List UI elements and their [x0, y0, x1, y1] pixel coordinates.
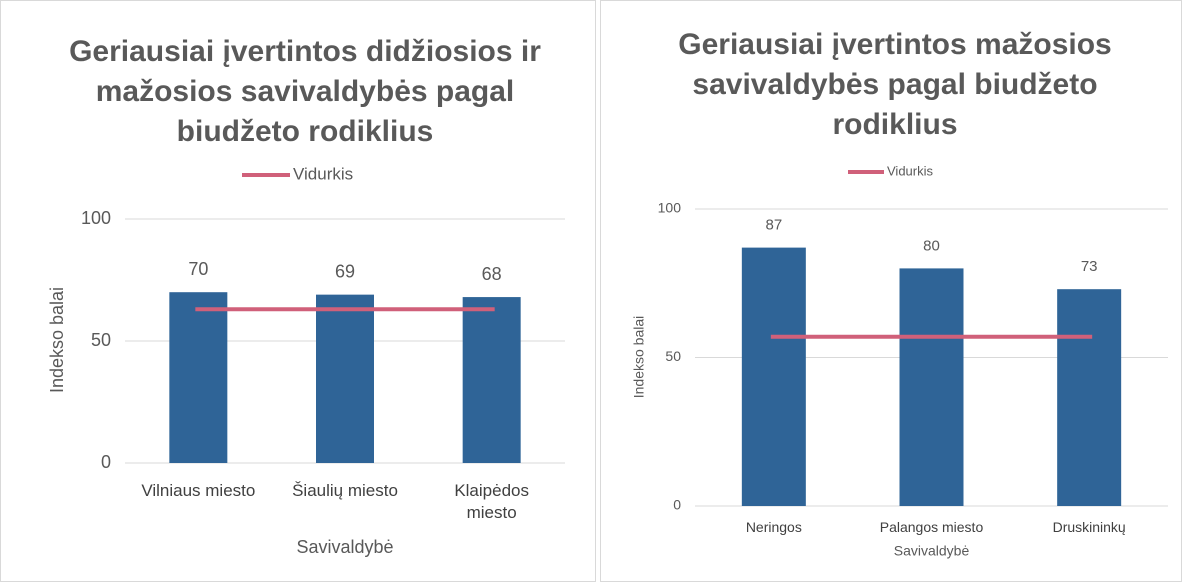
y-axis-label: Indekso balai [631, 316, 647, 399]
bar [316, 294, 374, 463]
x-tick-label: Šiaulių miesto [292, 481, 398, 500]
x-tick-label: Neringos [745, 519, 802, 535]
bar [462, 297, 521, 463]
x-axis-label: Savivaldybė [894, 543, 970, 559]
x-tick-label: Vilniaus miesto [141, 481, 256, 500]
value-label: 70 [188, 259, 208, 279]
legend-label: Vidurkis [293, 164, 353, 183]
y-tick-label: 100 [658, 200, 682, 216]
value-label: 87 [765, 217, 782, 234]
chart-title: Geriausiai įvertintos mažosios savivaldy… [678, 28, 1112, 141]
x-axis-label: Savivaldybė [296, 537, 393, 557]
y-tick-label: 0 [101, 452, 111, 472]
bar [1057, 289, 1122, 506]
y-tick-label: 50 [91, 330, 111, 350]
bar [169, 292, 228, 463]
bar [741, 247, 806, 507]
x-tick-label: Palangos miesto [879, 519, 984, 535]
legend-label: Vidurkis [887, 163, 934, 178]
y-tick-label: 100 [81, 208, 111, 228]
value-label: 80 [923, 237, 940, 254]
y-tick-label: 50 [665, 348, 681, 364]
bar [899, 268, 964, 506]
chart-title: Geriausiai įvertintos didžiosios ir mažo… [69, 35, 541, 148]
y-tick-label: 0 [673, 497, 681, 513]
x-tick-label: Druskininkų [1052, 519, 1126, 535]
value-label: 73 [1081, 258, 1098, 275]
value-label: 68 [482, 264, 502, 284]
y-axis-label: Indekso balai [47, 287, 67, 393]
x-tick-label: Klaipėdos miesto [454, 481, 529, 522]
value-label: 69 [335, 261, 355, 281]
